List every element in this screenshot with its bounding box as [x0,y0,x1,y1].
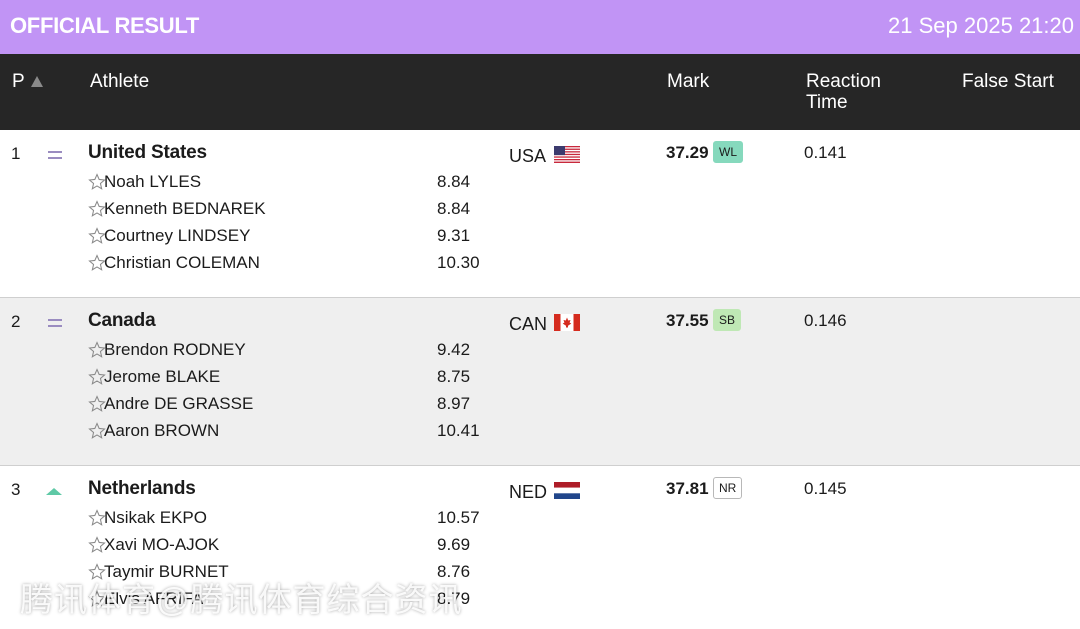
athlete-name[interactable]: Kenneth BEDNAREK [104,199,266,218]
country-code: CAN [509,314,548,334]
column-header-athlete: Athlete [90,71,150,92]
athlete-row[interactable]: Jerome BLAKE 8.75 [88,365,488,392]
athlete-row[interactable]: Courtney LINDSEY 9.31 [88,224,488,251]
athlete-row[interactable]: Christian COLEMAN 10.30 [88,251,488,278]
favorite-star-icon[interactable] [88,509,106,527]
athlete-split: 9.42 [437,340,471,359]
athlete-name[interactable]: Courtney LINDSEY [104,226,251,245]
athlete-name[interactable]: Taymir BURNET [104,562,229,581]
favorite-star-icon[interactable] [88,536,106,554]
reaction-time: 0.145 [804,479,847,498]
athlete-name[interactable]: Brendon RODNEY [104,340,246,359]
results-table-header: P Athlete Mark Reaction Time False Start [0,54,1080,130]
team-position: 1 [11,144,21,163]
athlete-split: 8.75 [437,367,471,386]
athlete-name[interactable]: Elvis AFRIFA [104,589,204,608]
athlete-name[interactable]: Andre DE GRASSE [104,394,254,413]
team-row: 3 Netherlands NED 37.81 NR 0.145 Nsikak … [0,466,1080,629]
athlete-row[interactable]: Aaron BROWN 10.41 [88,419,488,446]
team-mark: 37.29 [666,143,709,162]
athlete-name[interactable]: Aaron BROWN [104,421,220,440]
athlete-split: 8.84 [437,199,471,218]
favorite-star-icon[interactable] [88,395,106,413]
canada-flag-icon [554,314,580,331]
team-name: Canada [88,310,156,331]
favorite-star-icon[interactable] [88,563,106,581]
team-position: 2 [11,312,21,331]
favorite-star-icon[interactable] [88,227,106,245]
athlete-split: 8.76 [437,562,471,581]
team-row: 1 United States USA 37.29 WL 0.141 Noah … [0,130,1080,298]
sort-ascending-icon[interactable] [31,76,43,87]
athlete-row[interactable]: Taymir BURNET 8.76 [88,560,488,587]
netherlands-flag-icon [554,482,580,499]
athlete-name[interactable]: Nsikak EKPO [104,508,207,527]
favorite-star-icon[interactable] [88,173,106,191]
athlete-split: 10.41 [437,421,480,440]
favorite-star-icon[interactable] [88,368,106,386]
column-header-reaction-time: Reaction Time [806,71,881,113]
record-badge: NR [713,477,743,499]
team-position: 3 [11,480,21,499]
record-badge: WL [713,141,743,163]
athlete-split: 8.79 [437,589,471,608]
athlete-name[interactable]: Christian COLEMAN [104,253,260,272]
athlete-name[interactable]: Jerome BLAKE [104,367,221,386]
reaction-time: 0.141 [804,143,847,162]
country-code: NED [509,482,548,502]
athlete-split: 9.31 [437,226,471,245]
athlete-split: 10.57 [437,508,480,527]
favorite-star-icon[interactable] [88,590,106,608]
result-status-bar: OFFICIAL RESULT 21 Sep 2025 21:20 [0,0,1080,54]
athlete-row[interactable]: Noah LYLES 8.84 [88,170,488,197]
team-row: 2 Canada CAN 37.55 SB 0.146 Brendon RODN… [0,298,1080,466]
record-badge: SB [713,309,742,331]
athlete-split: 8.97 [437,394,471,413]
athlete-row[interactable]: Nsikak EKPO 10.57 [88,506,488,533]
reaction-time: 0.146 [804,311,847,330]
athlete-name[interactable]: Xavi MO-AJOK [104,535,220,554]
column-header-position[interactable]: P [12,71,25,92]
team-name: Netherlands [88,478,196,499]
athlete-row[interactable]: Elvis AFRIFA 8.79 [88,587,488,614]
team-mark: 37.55 [666,311,709,330]
country-code: USA [509,146,547,166]
rank-unchanged-icon [48,319,62,327]
athlete-row[interactable]: Andre DE GRASSE 8.97 [88,392,488,419]
team-name: United States [88,142,207,163]
column-header-false-start: False Start [962,71,1054,92]
watermark: 腾讯体育@腾讯体育综合资讯 [20,581,463,618]
favorite-star-icon[interactable] [88,341,106,359]
usa-flag-icon [554,146,580,163]
athlete-row[interactable]: Kenneth BEDNAREK 8.84 [88,197,488,224]
column-header-mark: Mark [667,71,710,92]
rank-up-icon [46,488,62,495]
team-mark: 37.81 [666,479,709,498]
favorite-star-icon[interactable] [88,422,106,440]
favorite-star-icon[interactable] [88,254,106,272]
result-datetime: 21 Sep 2025 21:20 [888,13,1074,38]
athlete-row[interactable]: Brendon RODNEY 9.42 [88,338,488,365]
rank-unchanged-icon [48,151,62,159]
page-title: OFFICIAL RESULT [10,13,200,38]
athlete-split: 10.30 [437,253,480,272]
athlete-split: 8.84 [437,172,471,191]
athlete-row[interactable]: Xavi MO-AJOK 9.69 [88,533,488,560]
favorite-star-icon[interactable] [88,200,106,218]
athlete-name[interactable]: Noah LYLES [104,172,202,191]
athlete-split: 9.69 [437,535,471,554]
